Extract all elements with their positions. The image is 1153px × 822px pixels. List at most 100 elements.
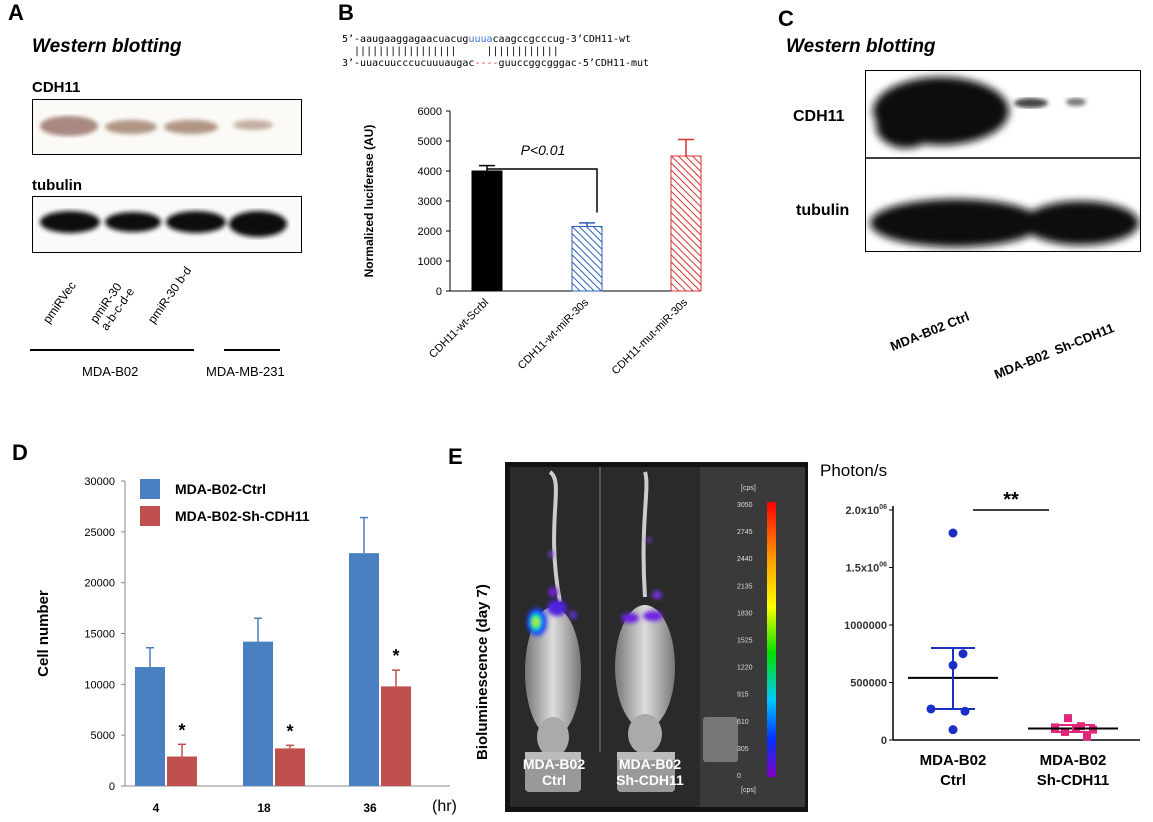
sequence-wt: 5’-aaugaaggagaacuacuguuuacaagccgcccug-3’…	[342, 34, 631, 46]
photon-title: Photon/s	[820, 461, 887, 480]
photon-category-line1: MDA-B02	[920, 752, 987, 769]
photon-y-tick-label: 1.5x1006	[846, 562, 888, 575]
panel-label-e: E	[448, 444, 463, 469]
cell-number-chart: 0 5000 10000 15000 20000 25000 30000 Cell numbe…	[35, 476, 457, 815]
panel-a-tubulin-label: tubulin	[32, 177, 82, 194]
cell-legend-swatch	[140, 506, 160, 526]
luciferase-chart: 0 1000 2000 3000 4000 5000 6000 Normalized luci…	[362, 106, 702, 377]
scale-tick-label: 305	[737, 746, 749, 753]
photon-point-sh	[1051, 723, 1059, 732]
panel-label-c: C	[778, 6, 794, 31]
scale-tick-label: 610	[737, 719, 749, 726]
cell-y-tick-label: 5000	[91, 730, 115, 742]
seq-wt-prefix: 5’-aaugaaggagaacuacug	[342, 34, 469, 45]
sequence-mut: 3’-uuacuucccucuuuaugac----guuccggcgggac-…	[342, 58, 649, 70]
cell-y-tick-label: 20000	[84, 578, 115, 590]
panel-c-cdh11-label: CDH11	[793, 108, 845, 125]
scale-tick-label: 3050	[737, 502, 753, 509]
photon-point-ctrl	[948, 528, 958, 538]
photon-y-tick-label: 0	[881, 735, 887, 747]
cell-significance: *	[178, 720, 185, 740]
panel-c-title: Western blotting	[786, 36, 936, 57]
cell-significance: *	[392, 646, 399, 666]
panel-label-b: B	[338, 0, 354, 25]
seq-mut-prefix: 3’-uuacuucccucuuuaugac	[342, 58, 475, 69]
mouse-sh-line1: MDA-B02	[618, 756, 682, 772]
photon-y-tick-label: 2.0x1006	[846, 504, 888, 517]
panel-a-title: Western blotting	[32, 36, 182, 57]
cell-bar	[135, 667, 165, 786]
luc-category-label: CDH11-wt-miR-30s	[516, 296, 592, 372]
cell-y-tick-label: 25000	[84, 527, 115, 539]
mouse-ctrl-line2: Ctrl	[541, 772, 567, 788]
photon-point-ctrl	[948, 725, 958, 735]
cell-x-tick-label: 18	[257, 801, 271, 815]
cell-legend-label: MDA-B02-Sh-CDH11	[175, 508, 310, 524]
cell-y-tick-label: 30000	[84, 476, 115, 488]
sequence-pairing: ||||||||||||||||| ||||||||||||	[342, 46, 559, 57]
luc-y-tick-label: 3000	[418, 196, 442, 208]
luc-y-label: Normalized luciferase (AU)	[362, 125, 376, 278]
seq-mut-suffix: guuccggcgggac-5’CDH11-mut	[498, 58, 650, 69]
group-bar-mda-b02	[30, 349, 194, 351]
luc-bar	[471, 170, 503, 292]
cell-bar	[381, 686, 411, 786]
scale-tick-label: 0	[737, 773, 741, 780]
bioluminescence-image: 3050 2745 2440 2135 1830 1525 1220 915 610 305 0 [c…	[505, 462, 808, 812]
luc-y-tick-label: 6000	[418, 106, 442, 118]
scale-unit-bottom: [cps]	[741, 787, 756, 794]
photon-chart: Photon/s 0 500000 1000000 1.5x1006 2.0x1006 MD…	[820, 461, 1140, 789]
cell-bar	[167, 756, 197, 786]
luc-bar	[571, 226, 603, 292]
group-bar-mda-mb231	[224, 349, 280, 351]
cell-y-label: Cell number	[35, 590, 52, 677]
cell-bar	[275, 748, 305, 786]
panel-c-tubulin-label: tubulin	[796, 202, 850, 219]
panel-c-lane-ctrl: MDA-B02 Ctrl	[888, 308, 972, 354]
scale-tick-label: 1220	[737, 665, 753, 672]
panel-c-lane-sh: MDA-B02 Sh-CDH11	[992, 320, 1117, 382]
photon-category-line1: MDA-B02	[1040, 752, 1107, 769]
scale-tick-label: 1830	[737, 610, 753, 617]
bioluminescence-ylabel: Bioluminescence (day 7)	[474, 584, 491, 760]
seq-wt-site: uuua	[468, 34, 493, 45]
cell-y-tick-label: 0	[109, 781, 115, 793]
scale-tick-label: 2135	[737, 583, 753, 590]
panel-a-cdh11-label: CDH11	[32, 79, 81, 96]
cell-significance: *	[286, 721, 293, 741]
group-label-mda-mb231: MDA-MB-231	[206, 364, 285, 379]
luc-y-tick-label: 0	[436, 286, 442, 298]
luc-category-label: CDH11-mut-miR-30s	[610, 296, 691, 377]
luc-y-tick-label: 4000	[418, 166, 442, 178]
lane-label-pmirvec: pmiRVec	[40, 278, 79, 327]
photon-point-sh	[1064, 714, 1072, 723]
panel-c-blot	[865, 70, 1141, 252]
luc-bar	[670, 155, 702, 292]
panel-label-a: A	[8, 0, 24, 25]
photon-category-line2: Ctrl	[940, 772, 966, 789]
photon-y-tick-exponent: 06	[879, 562, 887, 569]
cell-legend-swatch	[140, 479, 160, 499]
group-label-mda-b02: MDA-B02	[82, 364, 139, 379]
luc-y-tick-label: 1000	[418, 256, 442, 268]
luc-significance-bracket	[487, 168, 598, 213]
mouse-ctrl-line1: MDA-B02	[522, 756, 586, 772]
photon-point-sh	[1089, 725, 1097, 734]
photon-y-tick-label: 1000000	[844, 620, 887, 632]
photon-y-tick-exponent: 06	[879, 504, 887, 511]
cell-y-tick-label: 15000	[84, 629, 115, 641]
mouse-label-sh: MDA-B02 Sh-CDH11	[601, 756, 699, 788]
mouse-sh-line2: Sh-CDH11	[616, 772, 684, 788]
cell-bar	[349, 553, 379, 786]
cell-y-tick-label: 10000	[84, 679, 115, 691]
photon-y-tick-label: 500000	[850, 678, 887, 690]
scale-unit-top: [cps]	[741, 485, 756, 492]
scale-tick-label: 915	[737, 692, 749, 699]
cell-legend-label: MDA-B02-Ctrl	[175, 481, 266, 497]
scale-tick-label: 2440	[737, 556, 753, 563]
mouse-label-ctrl: MDA-B02 Ctrl	[509, 756, 599, 788]
lane-label-pmir30-bd: pmiR-30 b-d	[145, 263, 195, 327]
cell-bar	[243, 641, 273, 786]
scale-tick-label: 2745	[737, 529, 753, 536]
scale-tick-label: 1525	[737, 638, 753, 645]
